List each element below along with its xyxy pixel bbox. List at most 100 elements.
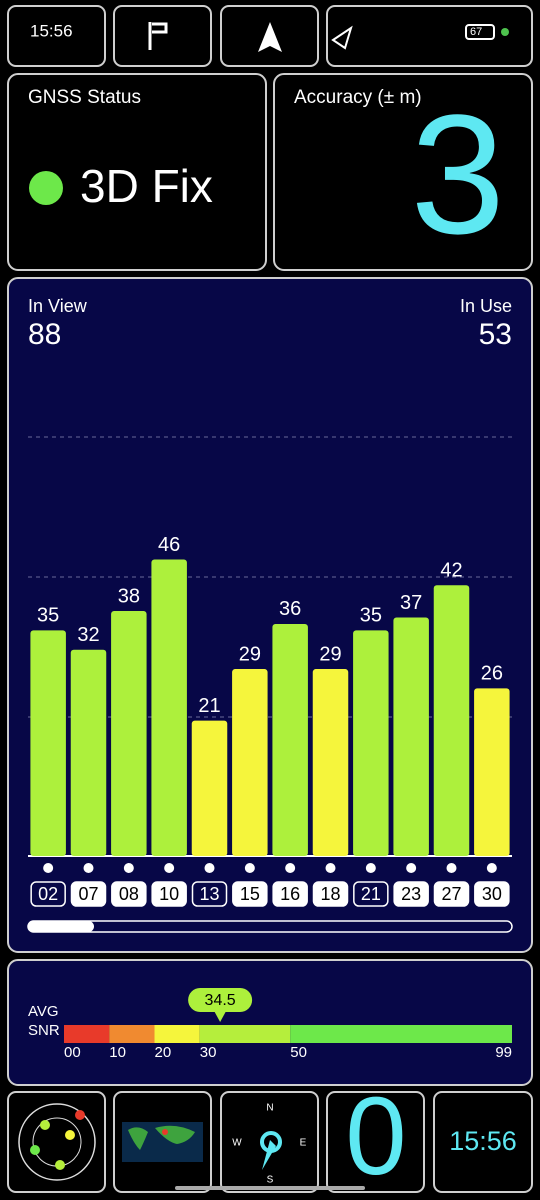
compass-north: N [266, 1103, 273, 1114]
snr-tick-label: 00 [64, 1044, 81, 1061]
prn-label: 10 [159, 884, 179, 904]
snr-bar [30, 630, 66, 856]
map-position [162, 1129, 168, 1135]
prn-badge[interactable] [312, 881, 349, 907]
status-tile[interactable] [113, 5, 212, 67]
prn-label: 13 [199, 884, 219, 904]
snr-bar [70, 649, 107, 856]
bar-value-label: 35 [360, 605, 382, 627]
avg-value: 34.5 [205, 992, 236, 1009]
fix-indicator [29, 171, 63, 205]
location-icon [331, 25, 353, 50]
bar-value-label: 36 [279, 598, 301, 620]
snr-scale-segment [109, 1025, 155, 1043]
snr-scale-segment [199, 1025, 291, 1043]
prn-label: 27 [441, 884, 461, 904]
fix-value: 3D Fix [80, 160, 213, 212]
avg-pointer [214, 1011, 227, 1022]
signal-dot [244, 863, 255, 873]
bar-value-label: 46 [158, 534, 180, 556]
prn-badge[interactable] [30, 881, 66, 907]
compass-east: E [300, 1138, 307, 1149]
in-use-value: 53 [479, 318, 512, 351]
gnss-status-card[interactable] [7, 73, 267, 271]
snr-scale-segment [290, 1025, 512, 1043]
clock-tile[interactable] [433, 1091, 533, 1193]
snr-tick-label: 10 [109, 1044, 126, 1061]
status-tile[interactable] [7, 5, 106, 67]
prn-badge[interactable] [353, 881, 389, 907]
status-dot [501, 28, 509, 36]
signal-dot [83, 863, 94, 873]
home-indicator [175, 1186, 365, 1190]
prn-badge[interactable] [272, 881, 308, 907]
prn-badge[interactable] [111, 881, 147, 907]
snr-bar [191, 720, 228, 856]
flag-icon [148, 22, 168, 50]
compass-west: W [232, 1138, 242, 1149]
signal-dot [43, 863, 54, 873]
prn-badge[interactable] [70, 881, 107, 907]
battery-level: 67 [470, 26, 482, 38]
prn-badge[interactable] [232, 881, 268, 907]
snr-scale-segment [154, 1025, 200, 1043]
skyplot-dot [30, 1145, 40, 1155]
signal-dot [446, 863, 457, 873]
skyplot-dot [55, 1160, 65, 1170]
snr-bar [393, 617, 429, 856]
accuracy-card[interactable] [273, 73, 533, 271]
snr-bar [433, 585, 470, 856]
snr-tick-label: 30 [200, 1044, 217, 1061]
bar-value-label: 35 [37, 605, 59, 627]
prn-badge[interactable] [393, 881, 429, 907]
prn-badge[interactable] [433, 881, 470, 907]
bar-value-label: 38 [118, 585, 140, 607]
prn-label: 16 [280, 884, 300, 904]
satellite-count: 0 [345, 1075, 406, 1198]
status-tile[interactable] [326, 5, 533, 67]
snr-bar [474, 688, 510, 856]
prn-label: 07 [78, 884, 98, 904]
prn-badge[interactable] [151, 881, 187, 907]
bar-value-label: 29 [239, 643, 261, 665]
in-view-value: 88 [28, 318, 61, 351]
bar-value-label: 37 [400, 592, 422, 614]
signal-dot [285, 863, 296, 873]
signal-dot [123, 863, 134, 873]
card-label: GNSS Status [28, 87, 141, 108]
prn-label: 15 [240, 884, 260, 904]
signal-dot [406, 863, 417, 873]
snr-panel[interactable] [7, 959, 533, 1086]
bar-value-label: 42 [440, 560, 462, 582]
prn-badge[interactable] [474, 881, 510, 907]
map-land [128, 1125, 195, 1150]
snr-bar [111, 611, 147, 856]
signal-dot [164, 863, 175, 873]
prn-label: 23 [401, 884, 421, 904]
signal-dot [325, 863, 336, 873]
satellite-count-tile[interactable] [326, 1091, 425, 1193]
scroll-thumb[interactable] [28, 921, 94, 932]
prn-badge[interactable] [191, 881, 228, 907]
compass-needle [262, 1140, 276, 1170]
bar-value-label: 26 [481, 663, 503, 685]
clock: 15:56 [449, 1126, 517, 1156]
snr-label: SNR [28, 1022, 60, 1039]
bar-value-label: 32 [77, 624, 99, 646]
snr-tick-label: 20 [155, 1044, 172, 1061]
navigation-icon [258, 22, 282, 52]
prn-label: 21 [361, 884, 381, 904]
prn-label: 30 [482, 884, 502, 904]
snr-bar [232, 669, 268, 856]
skyplot-dot [75, 1110, 85, 1120]
compass-south: S [267, 1175, 274, 1186]
prn-label: 18 [320, 884, 340, 904]
prn-label: 08 [119, 884, 139, 904]
bar-value-label: 21 [198, 695, 220, 717]
avg-marker [188, 988, 253, 1012]
skyplot-tile[interactable] [7, 1091, 106, 1193]
snr-scale-segment [64, 1025, 110, 1043]
battery-icon [465, 24, 495, 40]
